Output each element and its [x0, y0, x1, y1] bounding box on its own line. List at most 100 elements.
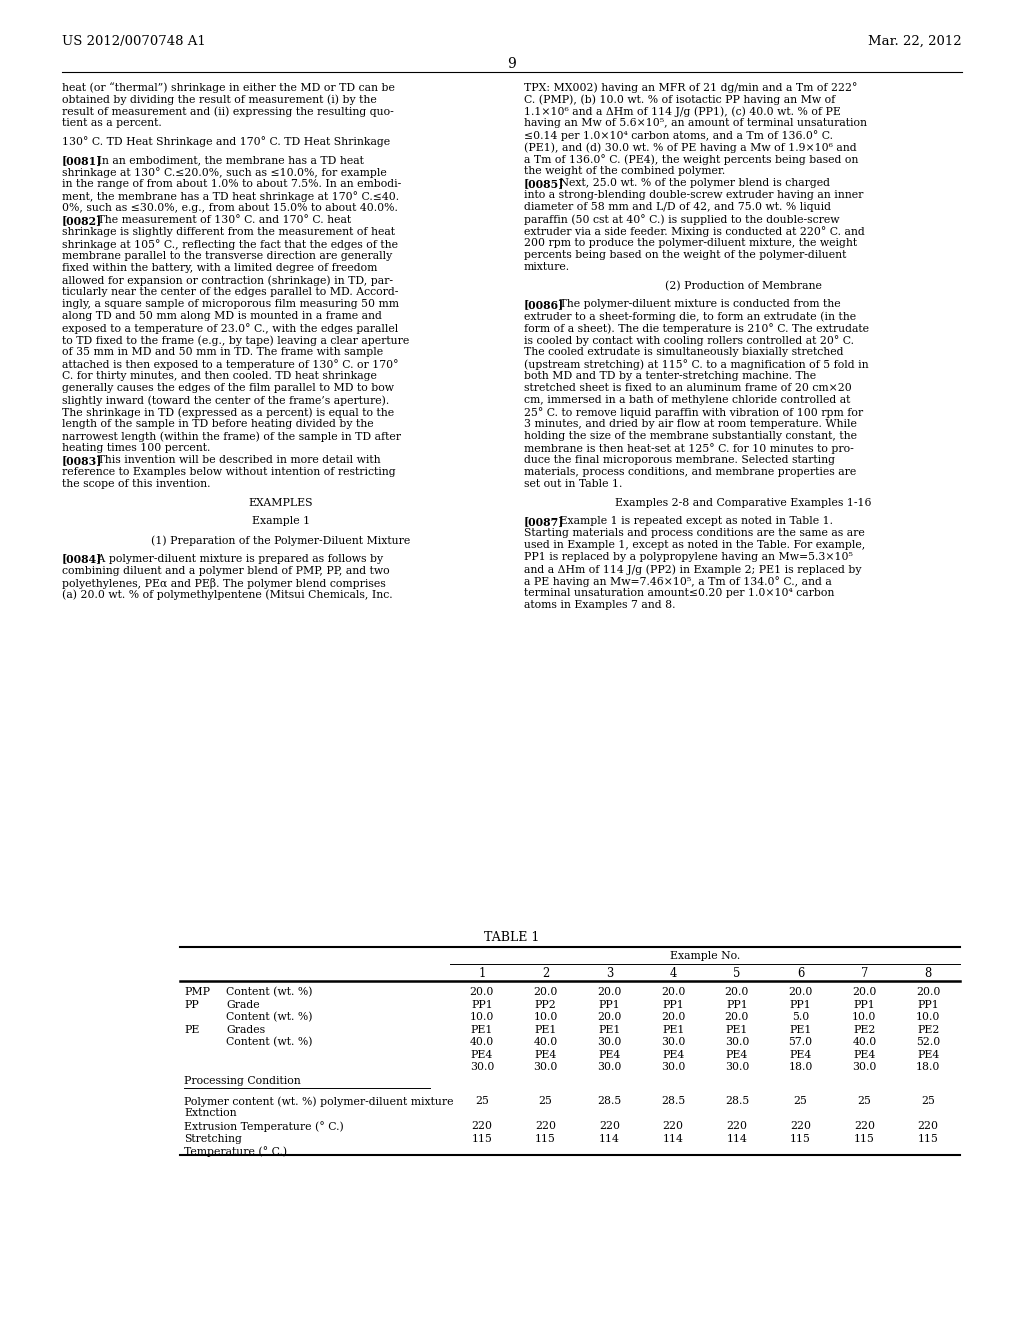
Text: Next, 25.0 wt. % of the polymer blend is charged: Next, 25.0 wt. % of the polymer blend is… [549, 178, 830, 187]
Text: 10.0: 10.0 [852, 1012, 877, 1022]
Text: TPX: MX002) having an MFR of 21 dg/min and a Tm of 222°: TPX: MX002) having an MFR of 21 dg/min a… [524, 82, 857, 92]
Text: PE4: PE4 [471, 1049, 493, 1060]
Text: Content (wt. %): Content (wt. %) [226, 987, 312, 998]
Text: narrowest length (within the frame) of the sample in TD after: narrowest length (within the frame) of t… [62, 432, 401, 442]
Text: 114: 114 [663, 1134, 684, 1143]
Text: combining diluent and a polymer blend of PMP, PP, and two: combining diluent and a polymer blend of… [62, 565, 389, 576]
Text: is cooled by contact with cooling rollers controlled at 20° C.: is cooled by contact with cooling roller… [524, 335, 854, 346]
Text: length of the sample in TD before heating divided by the: length of the sample in TD before heatin… [62, 420, 374, 429]
Text: allowed for expansion or contraction (shrinkage) in TD, par-: allowed for expansion or contraction (sh… [62, 275, 393, 285]
Text: 30.0: 30.0 [597, 1038, 622, 1047]
Text: the weight of the combined polymer.: the weight of the combined polymer. [524, 166, 725, 176]
Text: terminal unsaturation amount≤0.20 per 1.0×10⁴ carbon: terminal unsaturation amount≤0.20 per 1.… [524, 589, 835, 598]
Text: 20.0: 20.0 [788, 987, 813, 997]
Text: a Tm of 136.0° C. (PE4), the weight percents being based on: a Tm of 136.0° C. (PE4), the weight perc… [524, 154, 858, 165]
Text: 20.0: 20.0 [597, 987, 622, 997]
Text: 20.0: 20.0 [534, 987, 558, 997]
Text: Example 1 is repeated except as noted in Table 1.: Example 1 is repeated except as noted in… [549, 516, 834, 527]
Text: paraffin (50 cst at 40° C.) is supplied to the double-screw: paraffin (50 cst at 40° C.) is supplied … [524, 214, 840, 224]
Text: PE1: PE1 [471, 1024, 494, 1035]
Text: set out in Table 1.: set out in Table 1. [524, 479, 623, 490]
Text: attached is then exposed to a temperature of 130° C. or 170°: attached is then exposed to a temperatur… [62, 359, 398, 370]
Text: Mar. 22, 2012: Mar. 22, 2012 [868, 36, 962, 48]
Text: used in Example 1, except as noted in the Table. For example,: used in Example 1, except as noted in th… [524, 540, 865, 550]
Text: shrinkage at 130° C.≤20.0%, such as ≤10.0%, for example: shrinkage at 130° C.≤20.0%, such as ≤10.… [62, 168, 387, 178]
Text: PP1: PP1 [853, 999, 876, 1010]
Text: and a ΔHm of 114 J/g (PP2) in Example 2; PE1 is replaced by: and a ΔHm of 114 J/g (PP2) in Example 2;… [524, 565, 861, 576]
Text: (upstream stretching) at 115° C. to a magnification of 5 fold in: (upstream stretching) at 115° C. to a ma… [524, 359, 868, 370]
Text: The measurement of 130° C. and 170° C. heat: The measurement of 130° C. and 170° C. h… [87, 215, 351, 226]
Text: PE4: PE4 [726, 1049, 748, 1060]
Text: PE1: PE1 [790, 1024, 812, 1035]
Text: 4: 4 [670, 968, 677, 979]
Text: The cooled extrudate is simultaneously biaxially stretched: The cooled extrudate is simultaneously b… [524, 347, 844, 358]
Text: Extrusion Temperature (° C.): Extrusion Temperature (° C.) [184, 1121, 344, 1131]
Text: both MD and TD by a tenter-stretching machine. The: both MD and TD by a tenter-stretching ma… [524, 371, 816, 381]
Text: A polymer-diluent mixture is prepared as follows by: A polymer-diluent mixture is prepared as… [87, 553, 383, 564]
Text: 114: 114 [726, 1134, 748, 1143]
Text: 200 rpm to produce the polymer-diluent mixture, the weight: 200 rpm to produce the polymer-diluent m… [524, 238, 857, 248]
Text: [0084]: [0084] [62, 553, 102, 565]
Text: PE4: PE4 [598, 1049, 621, 1060]
Text: 220: 220 [791, 1121, 811, 1131]
Text: C. for thirty minutes, and then cooled. TD heat shrinkage: C. for thirty minutes, and then cooled. … [62, 371, 377, 381]
Text: 3: 3 [606, 968, 613, 979]
Text: PP1: PP1 [726, 999, 748, 1010]
Text: 8: 8 [925, 968, 932, 979]
Text: 7: 7 [861, 968, 868, 979]
Text: 5: 5 [733, 968, 740, 979]
Text: extruder to a sheet-forming die, to form an extrudate (in the: extruder to a sheet-forming die, to form… [524, 312, 856, 322]
Text: membrane is then heat-set at 125° C. for 10 minutes to pro-: membrane is then heat-set at 125° C. for… [524, 444, 854, 454]
Text: 30.0: 30.0 [725, 1038, 750, 1047]
Text: (2) Production of Membrane: (2) Production of Membrane [665, 281, 821, 290]
Text: materials, process conditions, and membrane properties are: materials, process conditions, and membr… [524, 467, 856, 478]
Text: stretched sheet is fixed to an aluminum frame of 20 cm×20: stretched sheet is fixed to an aluminum … [524, 383, 852, 393]
Text: PP1: PP1 [471, 999, 493, 1010]
Text: C. (PMP), (b) 10.0 wt. % of isotactic PP having an Mw of: C. (PMP), (b) 10.0 wt. % of isotactic PP… [524, 94, 836, 104]
Text: shrinkage at 105° C., reflecting the fact that the edges of the: shrinkage at 105° C., reflecting the fac… [62, 239, 398, 249]
Text: 30.0: 30.0 [597, 1063, 622, 1072]
Text: 25: 25 [539, 1096, 553, 1106]
Text: 30.0: 30.0 [725, 1063, 750, 1072]
Text: holding the size of the membrane substantially constant, the: holding the size of the membrane substan… [524, 432, 857, 441]
Text: 220: 220 [726, 1121, 748, 1131]
Text: tient as a percent.: tient as a percent. [62, 117, 162, 128]
Text: PE2: PE2 [916, 1024, 939, 1035]
Text: 52.0: 52.0 [916, 1038, 940, 1047]
Text: Grades: Grades [226, 1024, 265, 1035]
Text: the scope of this invention.: the scope of this invention. [62, 479, 211, 490]
Text: (PE1), and (d) 30.0 wt. % of PE having a Mw of 1.9×10⁶ and: (PE1), and (d) 30.0 wt. % of PE having a… [524, 143, 857, 153]
Text: 10.0: 10.0 [534, 1012, 558, 1022]
Text: shrinkage is slightly different from the measurement of heat: shrinkage is slightly different from the… [62, 227, 395, 238]
Text: PE1: PE1 [598, 1024, 621, 1035]
Text: 115: 115 [918, 1134, 939, 1143]
Text: fixed within the battery, with a limited degree of freedom: fixed within the battery, with a limited… [62, 263, 378, 273]
Text: PP1: PP1 [598, 999, 621, 1010]
Text: 10.0: 10.0 [470, 1012, 494, 1022]
Text: 115: 115 [791, 1134, 811, 1143]
Text: PE4: PE4 [535, 1049, 557, 1060]
Text: 40.0: 40.0 [852, 1038, 877, 1047]
Text: PE4: PE4 [790, 1049, 812, 1060]
Text: 130° C. TD Heat Shrinkage and 170° C. TD Heat Shrinkage: 130° C. TD Heat Shrinkage and 170° C. TD… [62, 136, 390, 148]
Text: Polymer content (wt. %) polymer-diluent mixture: Polymer content (wt. %) polymer-diluent … [184, 1096, 454, 1106]
Text: cm, immersed in a bath of methylene chloride controlled at: cm, immersed in a bath of methylene chlo… [524, 395, 850, 405]
Text: Example 1: Example 1 [252, 516, 310, 527]
Text: reference to Examples below without intention of restricting: reference to Examples below without inte… [62, 467, 395, 478]
Text: 220: 220 [918, 1121, 939, 1131]
Text: 5.0: 5.0 [792, 1012, 809, 1022]
Text: 220: 220 [599, 1121, 620, 1131]
Text: ticularly near the center of the edges parallel to MD. Accord-: ticularly near the center of the edges p… [62, 288, 398, 297]
Text: in the range of from about 1.0% to about 7.5%. In an embodi-: in the range of from about 1.0% to about… [62, 180, 401, 189]
Text: extruder via a side feeder. Mixing is conducted at 220° C. and: extruder via a side feeder. Mixing is co… [524, 226, 864, 236]
Text: 1: 1 [478, 968, 485, 979]
Text: exposed to a temperature of 23.0° C., with the edges parallel: exposed to a temperature of 23.0° C., wi… [62, 323, 398, 334]
Text: result of measurement and (ii) expressing the resulting quo-: result of measurement and (ii) expressin… [62, 106, 394, 116]
Text: Stretching: Stretching [184, 1134, 242, 1143]
Text: 25° C. to remove liquid paraffin with vibration of 100 rpm for: 25° C. to remove liquid paraffin with vi… [524, 407, 863, 418]
Text: 115: 115 [854, 1134, 874, 1143]
Text: 1.1×10⁶ and a ΔHm of 114 J/g (PP1), (c) 40.0 wt. % of PE: 1.1×10⁶ and a ΔHm of 114 J/g (PP1), (c) … [524, 106, 841, 116]
Text: Content (wt. %): Content (wt. %) [226, 1012, 312, 1023]
Text: PE4: PE4 [853, 1049, 876, 1060]
Text: 28.5: 28.5 [725, 1096, 749, 1106]
